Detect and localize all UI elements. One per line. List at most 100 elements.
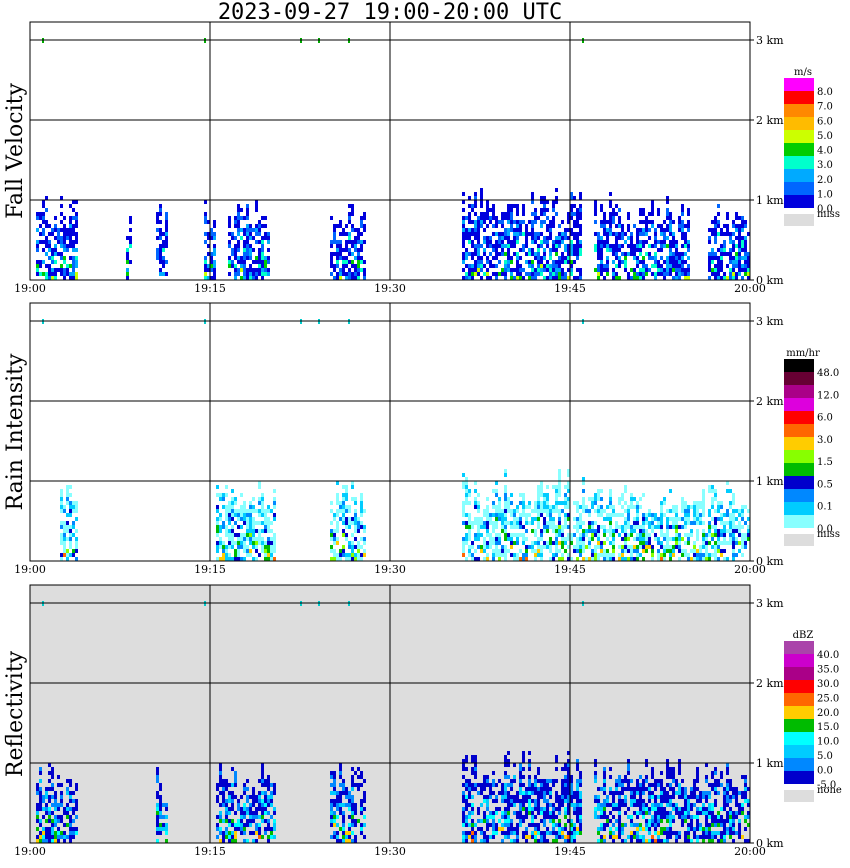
echo-pixel — [744, 256, 747, 260]
echo-pixel — [552, 216, 555, 220]
echo-pixel — [348, 240, 351, 244]
echo-pixel — [558, 501, 561, 505]
echo-pixel — [567, 220, 570, 224]
echo-pixel — [627, 807, 630, 811]
echo-pixel — [474, 835, 477, 839]
echo-pixel — [573, 525, 576, 529]
echo-pixel — [219, 545, 222, 549]
echo-pixel — [714, 835, 717, 839]
echo-pixel — [273, 505, 276, 509]
echo-pixel — [606, 244, 609, 248]
echo-pixel — [597, 489, 600, 493]
echo-pixel — [507, 232, 510, 236]
echo-pixel — [510, 268, 513, 272]
echo-pixel — [495, 807, 498, 811]
echo-pixel — [558, 481, 561, 485]
echo-pixel — [57, 268, 60, 272]
echo-pixel — [717, 823, 720, 827]
echo-pixel — [549, 803, 552, 807]
echo-pixel — [54, 228, 57, 232]
echo-pixel — [720, 823, 723, 827]
echo-pixel — [732, 244, 735, 248]
echo-pixel — [363, 799, 366, 803]
echo-pixel — [495, 545, 498, 549]
echo-pixel — [63, 525, 66, 529]
echo-pixel — [69, 513, 72, 517]
echo-pixel — [687, 827, 690, 831]
echo-pixel — [519, 220, 522, 224]
echo-pixel — [549, 509, 552, 513]
echo-pixel — [126, 276, 129, 280]
echo-pixel — [210, 268, 213, 272]
echo-pixel — [534, 240, 537, 244]
echo-pixel — [228, 823, 231, 827]
echo-pixel — [594, 232, 597, 236]
echo-pixel — [681, 509, 684, 513]
echo-pixel — [534, 236, 537, 240]
echo-pixel — [645, 224, 648, 228]
echo-pixel — [639, 803, 642, 807]
echo-pixel — [603, 827, 606, 831]
echo-pixel — [246, 268, 249, 272]
echo-pixel — [675, 513, 678, 517]
echo-pixel — [462, 815, 465, 819]
echo-pixel — [585, 529, 588, 533]
echo-pixel — [246, 787, 249, 791]
echo-pixel — [702, 803, 705, 807]
echo-pixel — [255, 799, 258, 803]
echo-pixel — [333, 236, 336, 240]
echo-pixel — [72, 224, 75, 228]
echo-pixel — [744, 815, 747, 819]
echo-pixel — [48, 224, 51, 228]
echo-pixel — [648, 252, 651, 256]
echo-pixel — [576, 779, 579, 783]
echo-pixel — [744, 783, 747, 787]
echo-pixel — [72, 200, 75, 204]
echo-pixel — [42, 240, 45, 244]
echo-pixel — [564, 276, 567, 280]
echo-pixel — [747, 803, 750, 807]
echo-pixel — [735, 236, 738, 240]
echo-pixel — [339, 517, 342, 521]
echo-pixel — [558, 489, 561, 493]
echo-pixel — [738, 533, 741, 537]
echo-pixel — [516, 268, 519, 272]
echo-pixel — [60, 497, 63, 501]
echo-pixel — [348, 807, 351, 811]
echo-pixel — [468, 252, 471, 256]
echo-pixel — [636, 244, 639, 248]
echo-pixel — [75, 248, 78, 252]
echo-pixel — [336, 807, 339, 811]
echo-pixel — [228, 256, 231, 260]
echo-pixel — [504, 807, 507, 811]
echo-pixel — [735, 803, 738, 807]
echo-pixel — [63, 831, 66, 835]
echo-pixel — [60, 489, 63, 493]
echo-pixel — [588, 541, 591, 545]
echo-pixel — [615, 236, 618, 240]
echo-pixel — [522, 541, 525, 545]
echo-pixel — [663, 553, 666, 557]
echo-pixel — [735, 525, 738, 529]
echo-pixel — [465, 815, 468, 819]
echo-pixel — [237, 208, 240, 212]
echo-pixel — [471, 521, 474, 525]
echo-pixel — [486, 835, 489, 839]
echo-pixel — [243, 509, 246, 513]
echo-pixel — [699, 791, 702, 795]
echo-pixel — [666, 529, 669, 533]
echo-pixel — [471, 228, 474, 232]
echo-pixel — [717, 204, 720, 208]
echo-pixel — [546, 200, 549, 204]
echo-pixel — [345, 497, 348, 501]
echo-pixel — [573, 244, 576, 248]
echo-pixel — [339, 771, 342, 775]
echo-pixel — [360, 505, 363, 509]
echo-pixel — [525, 811, 528, 815]
echo-pixel — [480, 192, 483, 196]
colorbar-tick-label: 15.0 — [817, 722, 839, 733]
echo-pixel — [663, 799, 666, 803]
echo-pixel — [672, 775, 675, 779]
echo-pixel — [363, 537, 366, 541]
echo-pixel — [636, 272, 639, 276]
